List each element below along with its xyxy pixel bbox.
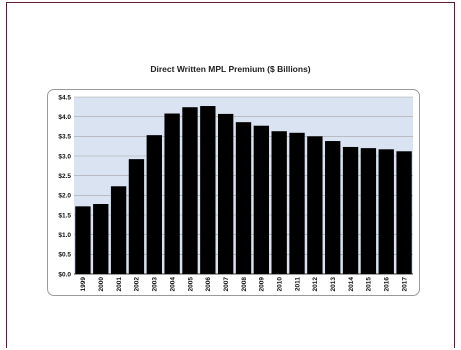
bar-2000 — [93, 203, 109, 274]
x-tick-label: 2001 — [116, 277, 123, 292]
y-tick-label: $1.0 — [58, 232, 71, 239]
bars — [75, 106, 412, 275]
y-axis-tick-labels: $0.0 $0.5 $1.0 $1.5 $2.0 $2.5 $3.0 $3.5 $4.0 $4.5 — [58, 94, 71, 278]
bar-2001 — [110, 186, 127, 274]
bar-2007 — [217, 113, 234, 274]
y-tick-label: $2.5 — [58, 173, 71, 180]
y-tick-label: $4.5 — [58, 94, 71, 101]
x-tick-label: 2000 — [98, 277, 105, 292]
bar-2005 — [182, 107, 198, 274]
y-tick-label: $1.5 — [58, 212, 71, 219]
x-tick-label: 2017 — [401, 277, 408, 292]
bar-2016 — [378, 149, 394, 274]
bar-2008 — [235, 122, 252, 274]
bar-2011 — [289, 132, 305, 274]
x-tick-label: 2009 — [259, 277, 266, 292]
bar-2009 — [253, 125, 270, 274]
x-tick-label: 2004 — [169, 277, 176, 292]
x-tick-label: 2013 — [330, 277, 337, 292]
y-tick-label: $2.0 — [58, 193, 71, 200]
bar-2015 — [360, 148, 377, 274]
bar-2017 — [396, 151, 412, 274]
x-axis-tick-labels: 1999 2000 2001 2002 2003 2004 2005 2006 2007 2008… — [80, 277, 408, 292]
x-tick-label: 2008 — [241, 277, 248, 292]
x-tick-label: 1999 — [80, 277, 87, 292]
bar-2014 — [342, 146, 359, 274]
y-tick-label: $3.5 — [58, 134, 71, 141]
x-tick-label: 2002 — [134, 277, 141, 292]
x-tick-label: 2012 — [312, 277, 319, 292]
x-tick-label: 2003 — [152, 277, 159, 292]
bar-1999 — [75, 206, 91, 274]
y-tick-label: $0.5 — [58, 252, 71, 259]
x-tick-label: 2006 — [205, 277, 212, 292]
x-tick-label: 2016 — [384, 277, 391, 292]
bar-2013 — [325, 141, 341, 274]
x-tick-label: 2011 — [294, 277, 301, 291]
bar-2002 — [128, 159, 145, 274]
x-tick-label: 2014 — [348, 277, 355, 292]
bar-2003 — [146, 135, 162, 274]
y-tick-label: $0.0 — [58, 271, 71, 278]
x-tick-label: 2007 — [223, 277, 230, 292]
page-frame — [6, 2, 455, 348]
bar-2006 — [200, 106, 216, 275]
bar-2004 — [164, 113, 180, 275]
x-tick-label: 2015 — [366, 277, 373, 292]
y-tick-label: $4.0 — [58, 114, 71, 121]
bar-2012 — [307, 136, 323, 274]
x-tick-label: 2005 — [187, 277, 194, 292]
bar-2010 — [271, 131, 287, 274]
chart-title: Direct Written MPL Premium ($ Billions) — [150, 64, 311, 74]
x-tick-label: 2010 — [276, 277, 283, 292]
y-tick-label: $3.0 — [58, 153, 71, 160]
